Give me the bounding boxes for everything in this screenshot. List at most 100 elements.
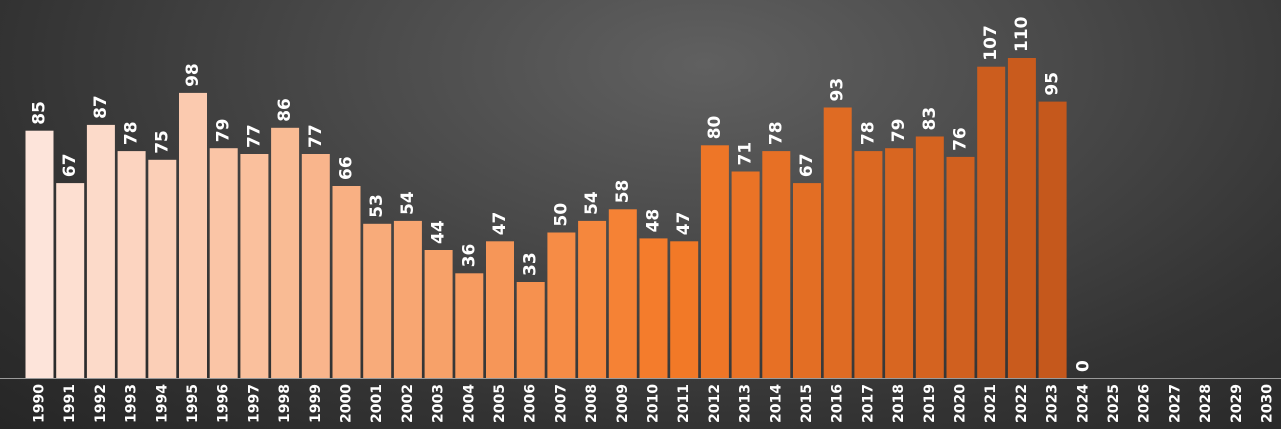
bar-2011 [670,241,699,378]
value-label-1996: 79 [214,119,234,143]
x-tick-label-2002: 2002 [400,384,416,423]
x-tick-label-1992: 1992 [93,384,109,423]
bar-1990 [25,130,54,378]
x-tick-label-2010: 2010 [646,384,662,423]
x-tick-label-2007: 2007 [553,384,569,423]
x-tick-label-1997: 1997 [246,384,262,423]
x-tick-label-2016: 2016 [830,384,846,423]
value-label-1994: 75 [152,130,172,154]
value-label-2014: 78 [766,121,786,145]
x-tick-label-1998: 1998 [277,384,293,423]
bar-1995 [179,92,207,379]
value-label-2003: 44 [429,220,449,244]
value-label-2018: 79 [889,119,909,143]
value-label-1998: 86 [275,98,295,122]
x-tick-label-2000: 2000 [339,384,355,423]
bar-2021 [977,66,1006,378]
bar-2001 [363,223,392,378]
x-tick-label-2012: 2012 [707,384,723,423]
value-label-2006: 33 [521,252,541,276]
bar-2000 [332,186,361,378]
value-label-2002: 54 [398,191,418,215]
value-label-2011: 47 [674,212,694,236]
bar-2014 [762,151,791,378]
x-tick-label-1996: 1996 [216,384,232,423]
x-tick-label-2018: 2018 [891,384,907,423]
x-tick-label-2013: 2013 [738,384,754,423]
value-label-2019: 83 [920,107,940,131]
x-tick-label-2019: 2019 [922,384,938,423]
bar-2022 [1007,58,1036,378]
value-label-1997: 77 [244,124,264,148]
value-label-2024: 0 [1073,360,1093,372]
value-label-2001: 53 [367,194,387,218]
bar-2010 [639,238,668,378]
x-tick-label-2026: 2026 [1137,384,1153,423]
x-tick-label-2008: 2008 [584,384,600,423]
bar-2004 [455,273,484,378]
x-tick-label-2006: 2006 [523,384,539,423]
bar-2017 [854,151,883,378]
value-label-2009: 58 [613,180,633,204]
bar-2013 [731,171,760,378]
value-label-2008: 54 [582,191,602,215]
bar-2012 [700,145,729,378]
bar-2020 [946,156,975,378]
value-label-2012: 80 [705,115,725,139]
x-tick-labels-group: 1990 1991 1992 1993 1994 1995 1996 1997 1998 1999… [32,384,1276,423]
bar-2008 [578,220,607,378]
bar-1991 [56,183,85,378]
bars-group [25,58,1067,379]
bar-2019 [915,136,944,378]
value-label-2022: 110 [1012,16,1032,52]
bar-2009 [608,209,637,378]
x-tick-label-1995: 1995 [185,384,201,423]
x-tick-label-2014: 2014 [768,384,784,423]
bar-2018 [885,148,914,378]
value-label-1991: 67 [60,153,80,177]
x-tick-label-2029: 2029 [1229,384,1245,423]
bar-1993 [117,151,146,378]
value-label-1995: 98 [183,63,203,87]
bar-1992 [86,124,115,379]
value-label-2017: 78 [858,121,878,145]
bar-2007 [547,232,576,378]
x-tick-label-1991: 1991 [62,384,78,423]
bar-2006 [516,282,545,378]
x-tick-label-1993: 1993 [124,384,140,423]
value-label-1993: 78 [122,121,142,145]
bar-1998 [271,127,300,378]
value-label-2007: 50 [551,203,571,227]
x-tick-label-2021: 2021 [983,384,999,423]
x-tick-label-2023: 2023 [1045,384,1061,423]
x-tick-label-2001: 2001 [369,384,385,423]
x-tick-label-2024: 2024 [1075,384,1091,423]
value-label-2005: 47 [490,212,510,236]
x-tick-label-2009: 2009 [615,384,631,423]
bar-1997 [240,154,269,378]
value-label-2021: 107 [981,25,1001,61]
x-tick-label-2022: 2022 [1014,384,1030,423]
value-label-2000: 66 [337,156,357,180]
bar-1996 [209,148,238,378]
value-label-2023: 95 [1043,72,1063,96]
x-tick-label-2027: 2027 [1167,384,1183,423]
x-tick-label-2025: 2025 [1106,384,1122,423]
x-tick-label-2017: 2017 [860,384,876,423]
value-label-2013: 71 [736,142,756,166]
bar-2023 [1038,101,1067,378]
bar-2003 [424,250,453,378]
value-label-2015: 67 [797,153,817,177]
value-labels-group: 85 67 87 78 75 98 79 77 86 77 66 53 54 44 36 47 33 50 54 58… [30,16,1094,372]
value-label-2010: 48 [644,209,664,233]
bar-2015 [793,183,821,378]
x-tick-label-2004: 2004 [461,384,477,423]
value-label-1992: 87 [91,95,111,119]
x-tick-label-1990: 1990 [32,384,48,423]
x-tick-label-2028: 2028 [1198,384,1214,423]
value-label-1999: 77 [306,124,326,148]
x-tick-label-1999: 1999 [308,384,324,423]
value-label-1990: 85 [30,101,50,125]
value-label-2004: 36 [459,244,479,268]
